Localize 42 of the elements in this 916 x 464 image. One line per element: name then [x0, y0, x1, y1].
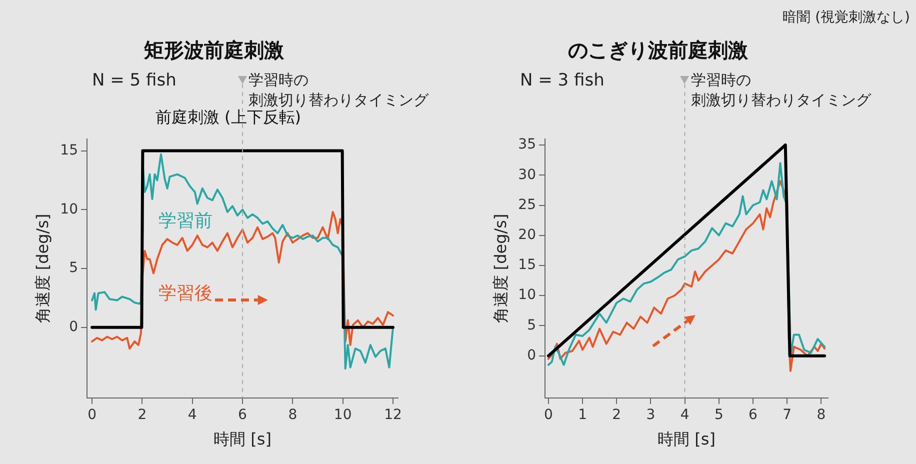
- x-tick-label: 3: [646, 407, 656, 424]
- y-axis-title: 角速度 [deg/s]: [490, 214, 510, 324]
- text: N = 3 fish: [520, 70, 604, 90]
- series-label: 前庭刺激 (上下反転): [155, 107, 302, 126]
- ref-line-label: 学習時の刺激切り替わりタイミング: [690, 70, 872, 109]
- x-tick-label: 0: [544, 407, 553, 424]
- series-label: 学習後: [158, 283, 213, 304]
- y-tick-label: 10: [518, 287, 536, 304]
- x-axis-title: 時間 [s]: [658, 430, 716, 449]
- x-tick-label: 8: [816, 407, 826, 424]
- ref-line-label: 学習時の刺激切り替わりタイミング: [248, 70, 430, 109]
- y-tick-label: 20: [518, 227, 536, 244]
- y-tick-label: 15: [60, 142, 78, 158]
- y-tick-label: 35: [518, 136, 536, 153]
- x-tick-label: 2: [138, 407, 147, 424]
- text: 暗闇 (視覚刺激なし): [782, 10, 910, 26]
- y-tick-label: 5: [69, 260, 78, 276]
- y-tick-label: 5: [527, 317, 536, 334]
- chart-title: 矩形波前庭刺激: [143, 38, 285, 62]
- x-tick-label: 8: [288, 407, 298, 424]
- x-tick-label: 5: [714, 407, 724, 424]
- x-tick-label: 7: [782, 407, 792, 424]
- x-tick-label: 6: [748, 407, 758, 424]
- x-tick-label: 1: [578, 407, 587, 424]
- y-tick-label: 10: [60, 201, 78, 218]
- x-tick-label: 2: [612, 407, 622, 424]
- x-tick-label: 4: [680, 407, 690, 424]
- y-tick-label: 30: [518, 166, 536, 183]
- y-tick-label: 0: [527, 347, 536, 364]
- y-tick-label: 25: [518, 196, 536, 213]
- text: N = 5 fish: [92, 70, 176, 90]
- x-tick-label: 12: [384, 407, 402, 424]
- y-tick-label: 15: [518, 257, 536, 274]
- x-tick-label: 4: [188, 407, 197, 424]
- x-axis-title: 時間 [s]: [214, 430, 272, 449]
- x-tick-label: 6: [238, 407, 248, 424]
- x-tick-label: 0: [88, 407, 96, 424]
- y-tick-label: 0: [69, 319, 78, 336]
- chart-title: のこぎり波前庭刺激: [568, 38, 749, 62]
- series-label: 学習前: [158, 210, 213, 232]
- y-axis-title: 角速度 [deg/s]: [32, 214, 52, 324]
- x-tick-label: 10: [334, 407, 352, 424]
